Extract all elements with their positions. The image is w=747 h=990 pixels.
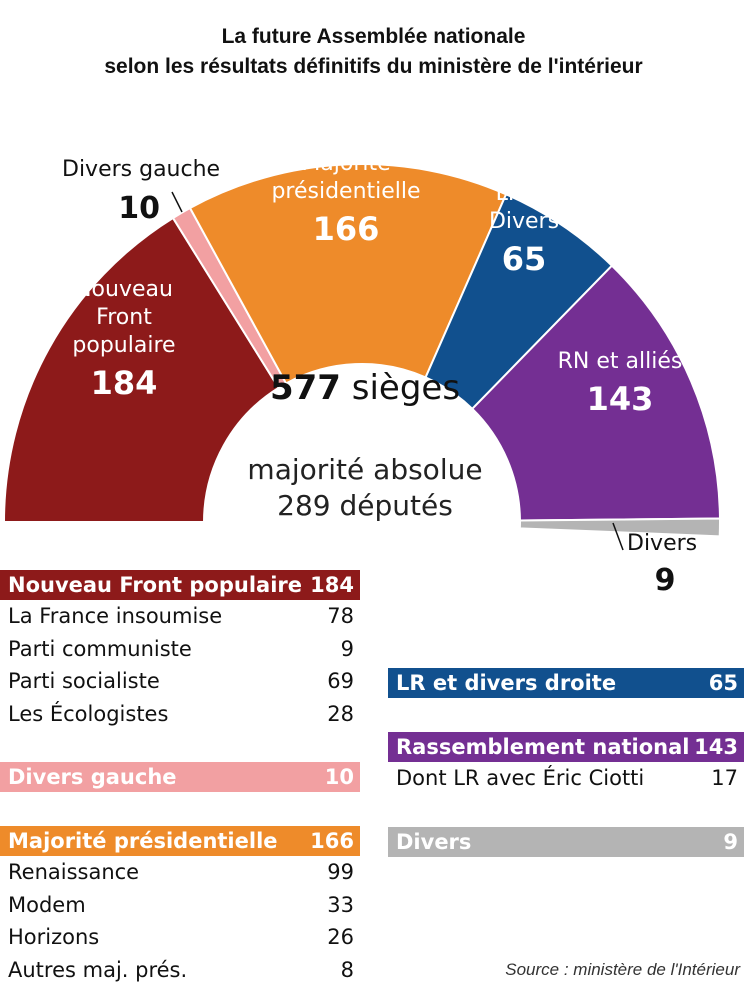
title-line-2: selon les résultats définitifs du minist… bbox=[104, 55, 643, 78]
row-label: Modem bbox=[8, 892, 86, 917]
group-label: Divers bbox=[396, 829, 472, 854]
row-label: Dont LR avec Éric Ciotti bbox=[396, 766, 645, 791]
segment-label: présidentielle bbox=[271, 179, 420, 204]
group-header-divers: Divers 9 bbox=[388, 826, 744, 857]
table-row: Dont LR avec Éric Ciotti 17 bbox=[388, 762, 744, 795]
row-value: 9 bbox=[340, 636, 354, 661]
table-row: Horizons 26 bbox=[0, 921, 360, 954]
leader-line bbox=[612, 522, 624, 551]
majority-line-2: 289 députés bbox=[277, 489, 453, 522]
group-value: 65 bbox=[708, 671, 738, 695]
outside-label: Divers gauche bbox=[62, 157, 220, 182]
group-header-divers-gauche: Divers gauche 10 bbox=[0, 762, 360, 792]
right-results-table: LR et divers droite 65 Rassemblement nati… bbox=[388, 668, 744, 857]
table-row: Modem 33 bbox=[0, 889, 360, 922]
row-value: 69 bbox=[327, 669, 354, 694]
group-header-majorite: Majorité présidentielle 166 bbox=[0, 826, 360, 856]
row-value: 33 bbox=[327, 892, 354, 917]
absolute-majority: majorité absolue 289 députés bbox=[200, 452, 530, 524]
segment-label: populaire bbox=[72, 333, 175, 358]
row-label: Parti communiste bbox=[8, 636, 192, 661]
group-value: 184 bbox=[310, 573, 354, 597]
majority-line-1: majorité absolue bbox=[247, 453, 483, 486]
row-label: Horizons bbox=[8, 925, 100, 950]
table-row: La France insoumise 78 bbox=[0, 600, 360, 633]
left-results-table: Nouveau Front populaire 184 La France ins… bbox=[0, 570, 360, 986]
total-seats-word: sièges bbox=[340, 368, 461, 408]
total-seats: 577 sièges bbox=[200, 368, 530, 408]
leader-line bbox=[171, 191, 183, 213]
group-value: 10 bbox=[324, 765, 354, 789]
row-value: 26 bbox=[327, 925, 354, 950]
segment-label: LR et bbox=[496, 181, 553, 206]
group-header-nfp: Nouveau Front populaire 184 bbox=[0, 570, 360, 600]
segment-label: Nouveau bbox=[75, 277, 173, 302]
row-value: 78 bbox=[327, 604, 354, 629]
table-row: Les Écologistes 28 bbox=[0, 698, 360, 731]
hemicycle-segment-2 bbox=[188, 163, 508, 385]
chart-title: La future Assemblée nationale selon les … bbox=[0, 22, 747, 82]
group-header-lr: LR et divers droite 65 bbox=[388, 668, 744, 698]
segment-label: Majorité bbox=[301, 151, 390, 176]
row-value: 28 bbox=[327, 701, 354, 726]
row-value: 8 bbox=[340, 957, 354, 982]
row-label: La France insoumise bbox=[8, 604, 223, 629]
group-value: 9 bbox=[723, 829, 738, 854]
hemicycle-segment-0 bbox=[2, 216, 280, 523]
segment-value: 166 bbox=[313, 210, 380, 248]
hemicycle-segment-4 bbox=[470, 264, 721, 522]
table-row: Parti socialiste 69 bbox=[0, 665, 360, 698]
group-label: Divers gauche bbox=[8, 765, 177, 789]
row-value: 17 bbox=[711, 766, 738, 791]
segment-value: 184 bbox=[91, 364, 158, 402]
row-value: 99 bbox=[327, 860, 354, 885]
row-label: Renaissance bbox=[8, 860, 140, 885]
group-value: 166 bbox=[310, 829, 354, 853]
table-row: Autres maj. prés. 8 bbox=[0, 954, 360, 987]
hemicycle-chart: Nouveau Front populaire 184 Majorité présiden… bbox=[2, 151, 721, 598]
row-label: Les Écologistes bbox=[8, 701, 169, 726]
group-label: Rassemblement national bbox=[396, 735, 690, 759]
group-value: 143 bbox=[694, 735, 738, 759]
source-note: Source : ministère de l'Intérieur bbox=[505, 960, 740, 979]
group-header-rn: Rassemblement national 143 bbox=[388, 732, 744, 762]
segment-value: 143 bbox=[587, 380, 654, 418]
total-seats-number: 577 bbox=[269, 368, 341, 408]
group-label: LR et divers droite bbox=[396, 671, 617, 695]
table-row: Parti communiste 9 bbox=[0, 633, 360, 666]
row-label: Autres maj. prés. bbox=[8, 957, 188, 982]
segment-value: 65 bbox=[502, 240, 547, 278]
segment-label: Front bbox=[96, 305, 152, 330]
outside-value: 10 bbox=[118, 191, 160, 226]
segment-label: Divers bbox=[489, 209, 559, 234]
group-label: Nouveau Front populaire bbox=[8, 573, 303, 597]
segment-label: RN et alliés bbox=[558, 349, 683, 374]
group-label: Majorité présidentielle bbox=[8, 829, 278, 853]
outside-value: 9 bbox=[655, 563, 676, 598]
table-row: Renaissance 99 bbox=[0, 856, 360, 889]
outside-label: Divers bbox=[627, 531, 697, 556]
hemicycle-segment-5 bbox=[518, 517, 721, 538]
title-line-1: La future Assemblée nationale bbox=[221, 25, 526, 48]
row-label: Parti socialiste bbox=[8, 669, 160, 694]
